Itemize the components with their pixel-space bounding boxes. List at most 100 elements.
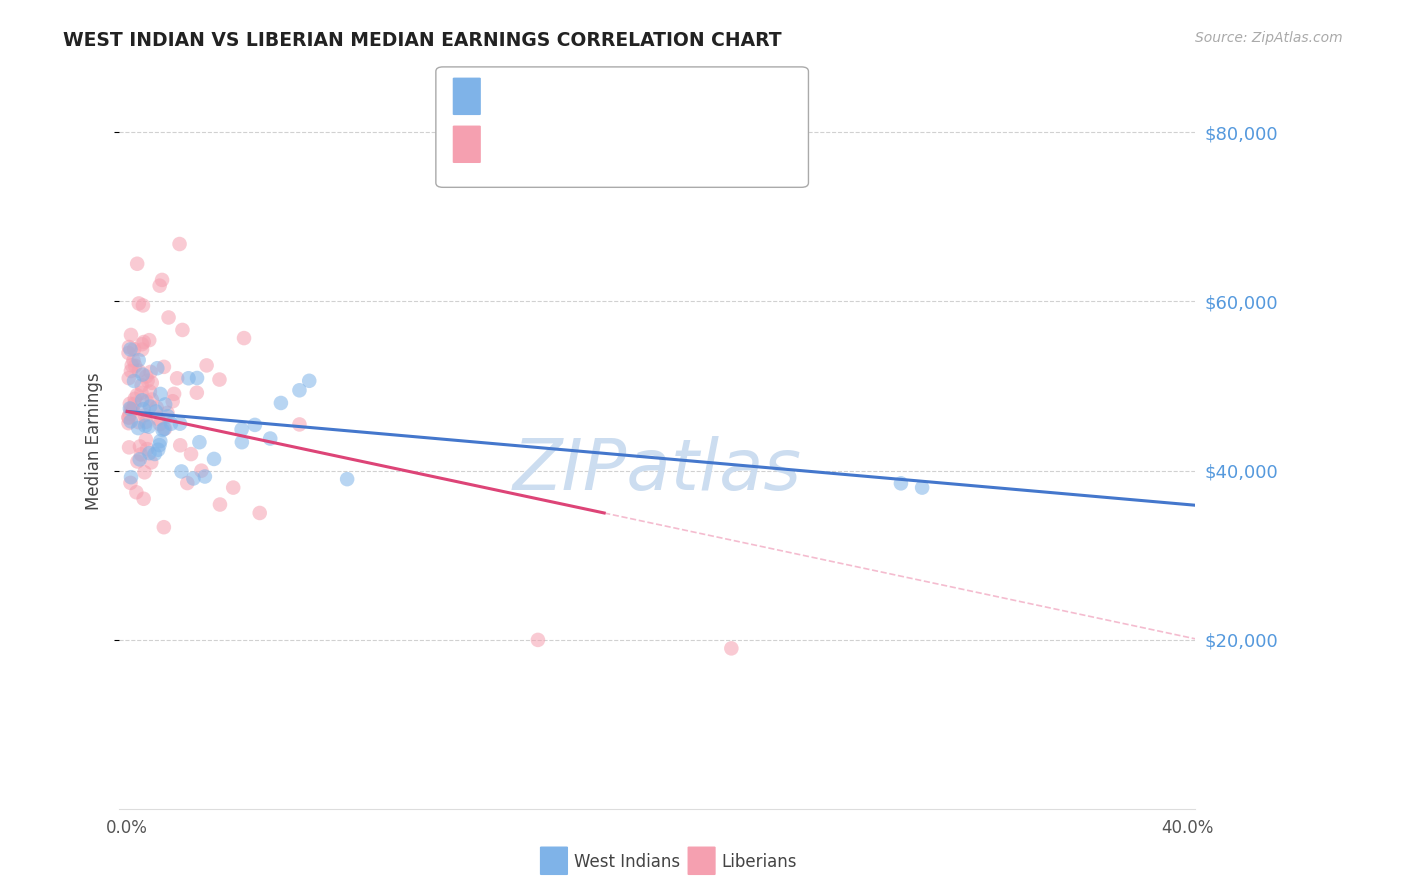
Point xyxy=(249,506,271,520)
Point xyxy=(131,385,153,400)
Point xyxy=(135,369,157,384)
Point xyxy=(128,353,150,368)
Point xyxy=(138,333,160,347)
Point xyxy=(128,452,150,467)
Point xyxy=(131,393,153,408)
Point xyxy=(169,417,191,431)
Point xyxy=(166,371,188,385)
Point xyxy=(298,374,321,388)
Point xyxy=(183,471,205,485)
Point xyxy=(131,368,153,382)
Text: WEST INDIAN VS LIBERIAN MEDIAN EARNINGS CORRELATION CHART: WEST INDIAN VS LIBERIAN MEDIAN EARNINGS … xyxy=(63,31,782,50)
Point xyxy=(169,438,191,452)
Point xyxy=(132,298,155,312)
Point xyxy=(117,410,139,425)
Point xyxy=(134,418,156,433)
Point xyxy=(208,373,231,387)
Point xyxy=(288,417,311,432)
Point xyxy=(259,432,281,446)
Point xyxy=(121,402,143,417)
Point xyxy=(157,310,180,325)
Point xyxy=(129,447,152,461)
Point xyxy=(143,447,166,461)
Point xyxy=(195,359,218,373)
Point xyxy=(146,361,169,376)
Point xyxy=(172,323,194,337)
Point xyxy=(153,520,176,534)
Point xyxy=(231,422,253,436)
Point xyxy=(190,464,212,478)
Point xyxy=(138,419,160,434)
Point xyxy=(128,415,150,429)
Y-axis label: Median Earnings: Median Earnings xyxy=(86,372,103,510)
Point xyxy=(202,452,225,467)
Point xyxy=(118,441,141,455)
Point xyxy=(222,481,245,495)
Point xyxy=(288,384,311,398)
Point xyxy=(177,371,200,385)
Point xyxy=(118,371,141,385)
Point xyxy=(148,438,170,452)
Point xyxy=(149,387,172,401)
Point xyxy=(233,331,256,345)
Point xyxy=(149,417,172,432)
Point xyxy=(152,423,174,437)
Text: R =  -0.4   N = 80: R = -0.4 N = 80 xyxy=(491,137,658,155)
Point xyxy=(720,641,742,656)
Point xyxy=(208,498,231,512)
Point xyxy=(118,340,141,354)
Point xyxy=(162,394,184,409)
Point xyxy=(163,387,186,401)
Text: Liberians: Liberians xyxy=(721,853,797,871)
Point xyxy=(122,374,145,388)
Point xyxy=(117,410,139,425)
Point xyxy=(121,359,143,373)
Point xyxy=(186,371,208,385)
Point xyxy=(243,417,266,432)
Point xyxy=(176,476,198,491)
Point xyxy=(153,397,176,411)
Point xyxy=(120,343,142,357)
Point xyxy=(139,384,162,399)
Point xyxy=(136,442,159,456)
Point xyxy=(180,447,202,461)
Point xyxy=(145,401,167,415)
Text: ZIPatlas: ZIPatlas xyxy=(513,436,801,505)
Point xyxy=(118,407,141,421)
Point xyxy=(131,343,153,357)
Point xyxy=(128,296,150,310)
Point xyxy=(136,374,159,388)
Point xyxy=(117,346,139,360)
Point xyxy=(153,422,176,436)
Point xyxy=(156,406,179,420)
Point xyxy=(139,400,162,414)
Point xyxy=(118,397,141,411)
Point xyxy=(127,454,149,468)
Point xyxy=(336,472,359,486)
Point xyxy=(125,388,148,402)
Point xyxy=(118,401,141,416)
Point xyxy=(120,414,142,428)
Text: West Indians: West Indians xyxy=(574,853,679,871)
Point xyxy=(127,257,149,271)
Point xyxy=(135,415,157,429)
Point xyxy=(170,465,193,479)
Text: Source: ZipAtlas.com: Source: ZipAtlas.com xyxy=(1195,31,1343,45)
Point xyxy=(124,397,146,411)
Point xyxy=(188,435,211,450)
Point xyxy=(156,409,179,424)
Point xyxy=(120,401,142,416)
Point xyxy=(270,396,292,410)
Text: R =  -0.317   N = 43: R = -0.317 N = 43 xyxy=(491,89,682,107)
Point xyxy=(231,435,253,450)
Point xyxy=(149,434,172,449)
Point xyxy=(911,481,934,495)
Point xyxy=(122,353,145,368)
Point xyxy=(132,402,155,417)
Point xyxy=(134,408,156,422)
Point xyxy=(135,394,157,409)
Point xyxy=(153,359,176,374)
Point xyxy=(153,421,176,435)
Point xyxy=(129,440,152,454)
Point xyxy=(141,455,163,469)
